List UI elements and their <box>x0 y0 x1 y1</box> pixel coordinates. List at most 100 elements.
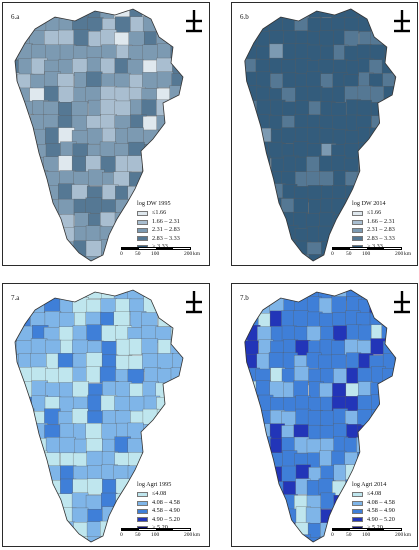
legend-label: > 3.33 <box>367 243 383 251</box>
district-cell <box>15 186 20 203</box>
district-cell <box>382 424 396 442</box>
legend-row: 4.90 – 5.20 <box>137 516 180 524</box>
district-cell <box>18 9 35 19</box>
legend-label: ≤4.08 <box>367 490 382 498</box>
district-cell <box>88 169 105 186</box>
district-cell <box>15 211 19 229</box>
district-cell <box>170 409 183 426</box>
district-cell <box>255 380 271 397</box>
district-cell <box>356 99 372 117</box>
scale-tick: 200 <box>395 251 404 257</box>
district-cell <box>381 408 396 425</box>
district-cell <box>244 408 246 426</box>
legend-title: log Agri 1995 <box>137 481 172 488</box>
district-cell <box>319 211 335 229</box>
district-cell <box>15 507 32 524</box>
district-cell <box>269 240 285 257</box>
district-cell <box>172 15 183 32</box>
district-cell <box>169 296 183 314</box>
region-outline <box>14 289 184 543</box>
district-cell <box>407 507 419 523</box>
district-cell <box>198 410 211 426</box>
legend-label: 4.58 – 4.90 <box>152 507 180 515</box>
district-cell <box>395 59 396 76</box>
district-cell <box>169 116 183 133</box>
district-cell <box>71 507 89 525</box>
district-cell <box>244 213 259 230</box>
district-cell <box>186 311 202 327</box>
district-cell <box>282 255 298 261</box>
district-cell <box>332 507 348 524</box>
district-cell <box>245 290 261 299</box>
district-cell <box>409 73 419 89</box>
district-cell <box>358 464 374 481</box>
legend-row: ≤4.08 <box>137 490 180 498</box>
district-cell <box>72 297 89 314</box>
district-cell <box>158 9 175 19</box>
legend-label: 4.90 – 5.20 <box>367 515 395 523</box>
district-cell <box>171 29 183 46</box>
district-cell <box>318 478 334 495</box>
district-cell <box>170 383 183 400</box>
district-cell <box>394 324 396 341</box>
district-cell <box>281 465 297 483</box>
district-cell <box>32 241 49 259</box>
district-cell <box>15 383 20 400</box>
district-cell <box>382 368 396 385</box>
district-cell <box>186 409 202 425</box>
district-cell <box>100 520 117 538</box>
district-cell <box>308 254 324 261</box>
district-cell <box>32 199 49 216</box>
district-cell <box>184 339 200 355</box>
district-cell <box>397 128 412 144</box>
district-cell <box>244 424 260 441</box>
district-cell <box>43 239 60 256</box>
district-cell <box>15 437 20 454</box>
district-cell <box>394 72 396 89</box>
district-cell <box>333 325 349 342</box>
district-cell <box>186 397 202 413</box>
district-cell <box>58 255 75 261</box>
district-cell <box>256 480 272 497</box>
district-cell <box>381 157 396 174</box>
district-cell <box>409 383 419 399</box>
district-cell <box>394 31 396 48</box>
district-cell <box>198 495 211 511</box>
district-cell <box>15 255 20 261</box>
district-cell <box>86 290 103 300</box>
scale-bar: 0 50 100 200 km <box>120 528 203 544</box>
district-cell <box>15 171 33 188</box>
panel-label: 7.b <box>240 294 249 302</box>
district-cell <box>409 158 419 174</box>
district-cell <box>244 198 260 216</box>
legend-row: ≤1.66 <box>137 209 180 217</box>
scale-unit: km <box>193 532 201 538</box>
district-cell <box>85 240 103 257</box>
legend-swatch <box>352 500 363 506</box>
district-cell <box>244 185 246 202</box>
district-cell <box>17 127 34 145</box>
legend: log Agri 1995 ≤4.08 4.08 – 4.58 4.58 – 4… <box>137 481 180 532</box>
district-cell <box>244 227 259 244</box>
district-cell <box>281 325 297 343</box>
district-cell <box>157 353 174 370</box>
district-cell <box>17 157 34 174</box>
district-cell <box>244 450 247 468</box>
district-cell <box>100 99 117 116</box>
district-cell <box>143 296 160 313</box>
district-cell <box>382 296 396 314</box>
district-cell <box>16 43 33 60</box>
district-cell <box>142 408 160 426</box>
scale-bar-segments <box>121 247 191 250</box>
district-cell <box>318 225 334 243</box>
district-cell <box>15 424 20 441</box>
district-cell <box>15 310 21 328</box>
district-cell <box>43 521 60 538</box>
district-cell <box>155 184 172 202</box>
legend-label: 4.08 – 4.58 <box>367 498 395 506</box>
district-cell <box>396 213 411 229</box>
map-panel-6b: 6.b log DW 2014 ≤1.66 1.66 – 2.31 2.31 –… <box>231 2 418 266</box>
district-cell <box>369 465 385 482</box>
district-cell <box>15 141 19 158</box>
district-cell <box>199 31 211 47</box>
